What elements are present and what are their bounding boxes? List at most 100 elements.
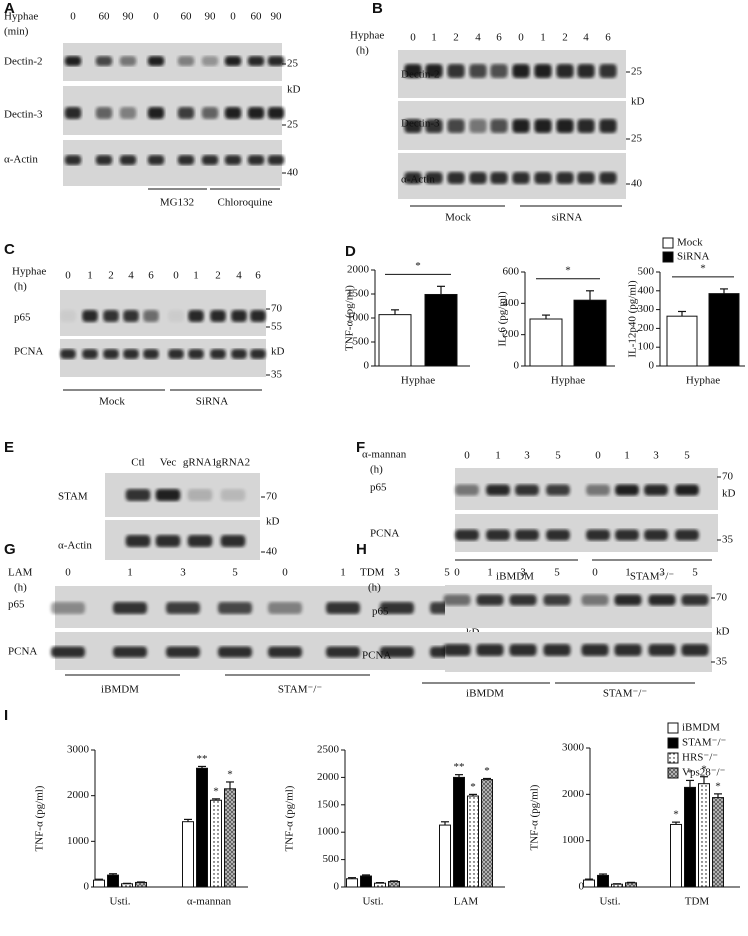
- y-tick-label: 2500: [317, 744, 340, 756]
- blot-band: [64, 155, 82, 165]
- y-tick-label: 200: [638, 322, 655, 334]
- blot-band: [231, 349, 247, 359]
- group-label: STAM⁻/⁻: [630, 571, 675, 583]
- blot-band: [147, 56, 165, 66]
- marker-label: 25: [631, 66, 643, 78]
- lane-header: Hyphae: [350, 30, 384, 42]
- y-tick-label: 2000: [347, 264, 370, 276]
- lane-label: 4: [236, 270, 242, 282]
- x-tick-label: TDM: [685, 896, 710, 908]
- bar: [182, 821, 194, 888]
- blot-band: [534, 172, 552, 184]
- blot-band: [581, 594, 609, 606]
- row-label: PCNA: [8, 646, 37, 658]
- y-tick-label: 2000: [562, 788, 585, 800]
- significance-mark: *: [484, 765, 490, 777]
- marker-label: 35: [722, 534, 734, 546]
- blot-band: [231, 310, 247, 322]
- blot-band: [577, 172, 595, 184]
- lane-header: (h): [370, 464, 383, 476]
- blot-band: [546, 484, 570, 496]
- blot-band: [166, 602, 200, 614]
- y-axis-label: TNF-α (pg/ml): [344, 285, 356, 351]
- lane-label: 0: [518, 32, 524, 44]
- row-label: p65: [14, 312, 31, 324]
- blot-band: [515, 529, 539, 541]
- blot-band: [224, 155, 242, 165]
- blot-band: [166, 646, 200, 658]
- y-tick-label: 1500: [317, 798, 340, 810]
- lane-header: (h): [368, 582, 381, 594]
- blot-band: [546, 529, 570, 541]
- blot-band: [648, 644, 676, 656]
- blot-band: [615, 484, 639, 496]
- blot-band: [201, 155, 219, 165]
- blot-band: [187, 489, 213, 501]
- y-tick-label: 2000: [67, 789, 90, 801]
- bar: [210, 799, 222, 888]
- bar: [424, 293, 458, 367]
- marker-label: 40: [631, 178, 643, 190]
- bar: [135, 881, 147, 888]
- blot-band: [425, 172, 443, 184]
- blot-band: [512, 172, 530, 184]
- lane-label: 90: [205, 11, 217, 23]
- bar: [439, 824, 451, 888]
- blot-band: [615, 529, 639, 541]
- legend-swatch: [667, 737, 679, 749]
- y-tick-label: 0: [514, 360, 520, 372]
- blot-band: [119, 155, 137, 165]
- lane-label: 3: [653, 450, 659, 462]
- lane-label: 3: [394, 567, 400, 579]
- lane-header: TDM: [360, 567, 385, 579]
- group-label: iBMDM: [101, 684, 139, 696]
- y-tick-label: 0: [84, 881, 90, 893]
- lane-label: 0: [65, 270, 71, 282]
- blot-band: [326, 602, 360, 614]
- blot-band: [681, 644, 709, 656]
- blot-band: [187, 535, 213, 547]
- y-tick-label: 3000: [562, 742, 585, 754]
- y-tick-label: 500: [638, 266, 655, 278]
- lane-label: 3: [520, 567, 526, 579]
- lane-label: 60: [251, 11, 263, 23]
- y-tick-label: 400: [638, 284, 655, 296]
- panel-label: H: [356, 541, 367, 558]
- y-tick-label: 300: [638, 303, 655, 315]
- significance-mark: *: [227, 768, 233, 780]
- significance-mark: *: [470, 781, 476, 793]
- x-tick-label: Hyphae: [401, 375, 435, 387]
- bar: [374, 882, 386, 888]
- blot-band: [404, 172, 422, 184]
- group-label: siRNA: [552, 212, 583, 224]
- significance-mark: *: [565, 264, 571, 276]
- bar: [611, 883, 623, 888]
- blot-band: [469, 172, 487, 184]
- lane-label: 60: [99, 11, 111, 23]
- blot-band: [476, 594, 504, 606]
- blot-band: [648, 594, 676, 606]
- lane-label: 3: [524, 450, 530, 462]
- lane-label: 1: [193, 270, 199, 282]
- blot-band: [177, 155, 195, 165]
- row-label: p65: [372, 606, 389, 618]
- significance-mark: *: [213, 785, 219, 797]
- error-bar: [362, 874, 370, 877]
- group-label: iBMDM: [496, 571, 534, 583]
- y-axis-label: TNF-α (pg/ml): [529, 784, 541, 850]
- blot-band: [147, 155, 165, 165]
- blot-band: [447, 172, 465, 184]
- panel-label: D: [345, 243, 356, 260]
- y-tick-label: 200: [503, 328, 520, 340]
- bar: [529, 318, 563, 367]
- lane-label: 4: [128, 270, 134, 282]
- marker-label: 55: [271, 321, 283, 333]
- blot-band: [51, 602, 85, 614]
- y-tick-label: 0: [649, 360, 655, 372]
- lane-label: 1: [625, 567, 631, 579]
- blot-band: [599, 172, 617, 184]
- significance-mark: *: [415, 260, 421, 272]
- blot-band: [476, 644, 504, 656]
- group-label: SiRNA: [196, 396, 228, 408]
- y-axis-label: IL-12p40 (pg/ml): [627, 280, 639, 358]
